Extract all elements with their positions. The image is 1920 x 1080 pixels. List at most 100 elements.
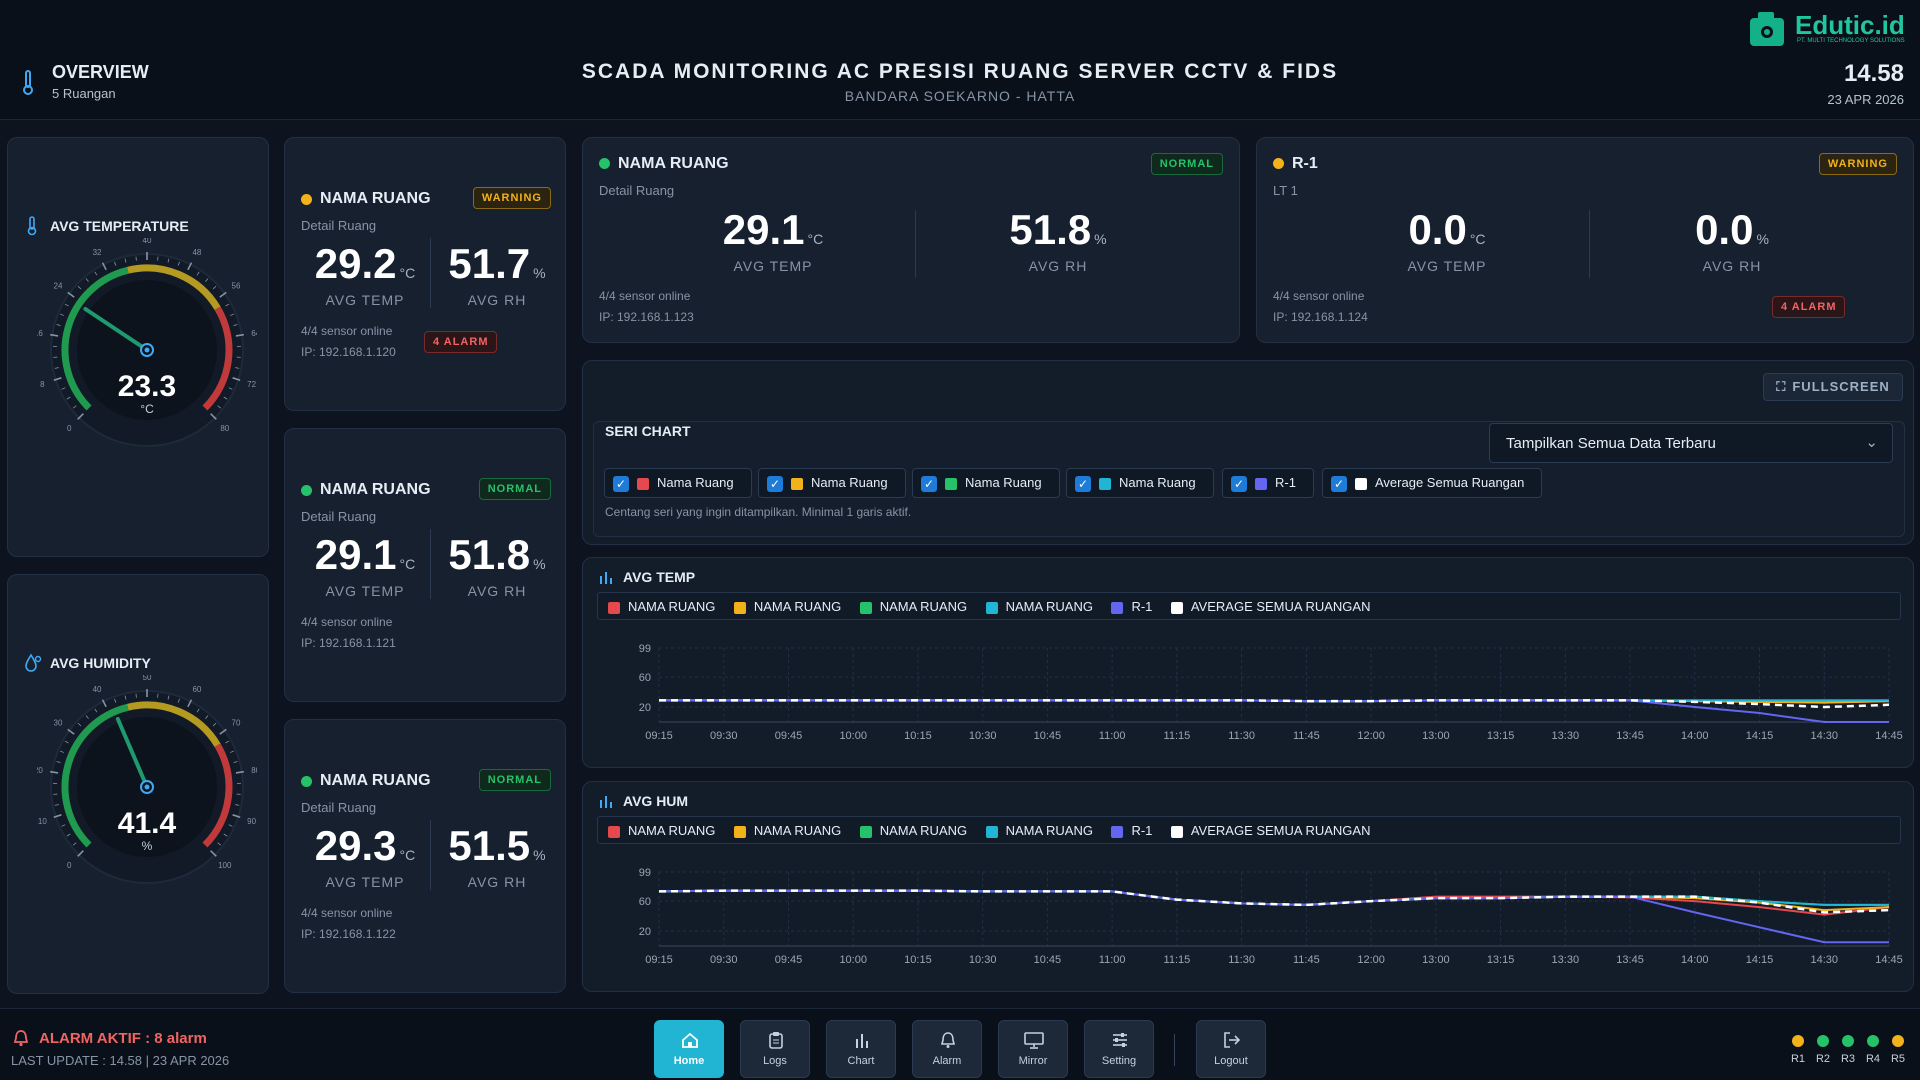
ip-address: IP: 192.168.1.122	[301, 927, 396, 941]
nav-chart-button[interactable]: Chart	[826, 1020, 896, 1078]
room-card[interactable]: NAMA RUANG WARNING Detail Ruang 29.2 °C A…	[284, 137, 566, 411]
x-tick-label: 10:00	[839, 954, 867, 966]
legend-swatch	[733, 825, 746, 838]
gauge-tick	[225, 740, 230, 744]
gauge-value: 41.4	[117, 807, 177, 840]
checkbox-checked-icon: ✓	[1331, 475, 1347, 492]
series-checkbox[interactable]: ✓ Average Semua Ruangan	[1322, 468, 1542, 498]
gauge-tick	[167, 695, 170, 700]
legend-label: AVERAGE SEMUA RUANGAN	[1190, 823, 1371, 838]
legend-label: NAMA RUANG	[753, 823, 842, 838]
temp-unit: °C	[399, 556, 416, 572]
gauge-tick	[53, 814, 62, 819]
x-tick-label: 10:15	[904, 954, 932, 966]
thermometer-icon	[27, 216, 37, 236]
gauge-tick-label: 10	[38, 817, 47, 826]
divider	[1589, 210, 1590, 278]
gauge-tick	[196, 708, 200, 713]
gauge-tick-label: 90	[247, 817, 256, 826]
gauge-title: AVG HUMIDITY	[50, 655, 151, 671]
gauge-tick	[101, 699, 107, 708]
room-detail: Detail Ruang	[301, 800, 377, 815]
series-checkbox[interactable]: ✓ Nama Ruang	[1066, 468, 1214, 498]
alarm-badge[interactable]: 4 ALARM	[1772, 296, 1846, 318]
nav-setting-button[interactable]: Setting	[1084, 1020, 1154, 1078]
legend-swatch	[1111, 825, 1124, 838]
room-name: NAMA RUANG	[320, 481, 431, 498]
x-tick-label: 14:00	[1681, 730, 1709, 742]
avg-hum-chart-card: AVG HUM NAMA RUANG NAMA RUANG NAMA RUANG…	[582, 781, 1914, 992]
y-tick-label: 99	[639, 643, 651, 655]
x-tick-label: 13:00	[1422, 730, 1450, 742]
gauge-zone-red	[202, 306, 233, 411]
x-tick-label: 10:45	[1034, 954, 1062, 966]
series-checkbox[interactable]: ✓ Nama Ruang	[758, 468, 906, 498]
gauge-tick	[177, 698, 180, 703]
last-update-text: LAST UPDATE : 14.58 | 23 APR 2026	[11, 1053, 230, 1068]
chart-title: AVG TEMP	[623, 569, 696, 585]
gauge-unit: %	[141, 839, 153, 853]
nav-logout-button[interactable]: Logout	[1196, 1020, 1266, 1078]
series-checkbox[interactable]: ✓ Nama Ruang	[912, 468, 1060, 498]
brand-tagline: PT. MULTI TECHNOLOGY SOLUTIONS	[1797, 38, 1905, 44]
legend-swatch	[1170, 601, 1183, 614]
home-icon	[682, 1032, 698, 1048]
avg-temp-chart-card: AVG TEMP NAMA RUANG NAMA RUANG NAMA RUAN…	[582, 557, 1914, 768]
gauge-tick-label: 40	[93, 685, 102, 694]
bar-chart-icon	[600, 572, 612, 584]
avg-hum-line-chart[interactable]: 99 60 20 09:15 09:30 09:45 10:00 10:15 10:30 10:4…	[583, 852, 1915, 992]
sensor-status: 4/4 sensor online	[301, 324, 393, 338]
room-card[interactable]: NAMA RUANG NORMAL Detail Ruang 29.3 °C AV…	[284, 719, 566, 993]
gauge-unit: °C	[140, 402, 154, 416]
legend-swatch	[733, 601, 746, 614]
nav-logs-button[interactable]: Logs	[740, 1020, 810, 1078]
logout-icon	[1224, 1032, 1241, 1048]
sensor-status: 4/4 sensor online	[301, 906, 393, 920]
divider	[915, 210, 916, 278]
fullscreen-button[interactable]: ⛶ FULLSCREEN	[1763, 373, 1903, 401]
color-swatch	[1099, 477, 1111, 490]
nav-alarm-button[interactable]: Alarm	[912, 1020, 982, 1078]
legend-swatch	[859, 825, 872, 838]
gauge-tick-label: 30	[54, 718, 63, 727]
seri-hint: Centang seri yang ingin ditampilkan. Min…	[605, 505, 912, 519]
gauge-tick-label: 48	[192, 248, 201, 257]
data-range-dropdown[interactable]: Tampilkan Semua Data Terbaru ⌄	[1489, 423, 1893, 463]
room-card[interactable]: NAMA RUANG NORMAL Detail Ruang 29.1 °C AV…	[284, 428, 566, 702]
gauge-tick	[223, 396, 228, 400]
nav-home-button[interactable]: Home	[654, 1020, 724, 1078]
gauge-tick-label: 80	[220, 424, 229, 433]
x-tick-label: 09:30	[710, 730, 738, 742]
rh-value: 0.0	[1695, 206, 1754, 253]
legend-swatch	[985, 601, 998, 614]
gauge-tick	[217, 405, 222, 409]
sensor-status: 4/4 sensor online	[1273, 289, 1365, 303]
legend-swatch	[1170, 825, 1183, 838]
legend-label: NAMA RUANG	[1005, 823, 1093, 838]
x-tick-label: 14:15	[1746, 954, 1774, 966]
gauge-tick	[54, 367, 59, 369]
avg-temp-line-chart[interactable]: 99 60 20 09:15 09:30 09:45 10:00 10:15 10:30 10:4…	[583, 628, 1915, 768]
temp-label: AVG TEMP	[1407, 258, 1487, 274]
series-checkbox[interactable]: ✓ R-1	[1222, 468, 1314, 498]
room-detail: Detail Ruang	[301, 218, 377, 233]
alarm-badge[interactable]: 4 ALARM	[424, 331, 498, 353]
alarm-active-text[interactable]: ALARM AKTIF : 8 alarm	[39, 1030, 207, 1047]
gauge-tick	[61, 387, 66, 390]
rh-unit: %	[533, 847, 546, 863]
room-status-label: R5	[1890, 1053, 1906, 1065]
gauge-tick	[64, 740, 69, 744]
gauge-tick	[56, 324, 61, 326]
gauge-tick	[72, 842, 77, 846]
gauge-value: 23.3	[117, 370, 177, 403]
color-swatch	[791, 477, 803, 490]
status-badge: NORMAL	[1150, 153, 1223, 175]
nav-mirror-button[interactable]: Mirror	[998, 1020, 1068, 1078]
room-card[interactable]: R-1 WARNING LT 1 0.0 °C AVG TEMP 0.0% AVG…	[1256, 137, 1914, 343]
series-checkbox[interactable]: ✓ Nama Ruang	[604, 468, 752, 498]
room-status-dot	[1842, 1035, 1854, 1047]
series-line	[658, 889, 1890, 914]
gauge-needle-center	[144, 347, 150, 353]
room-card[interactable]: NAMA RUANG NORMAL Detail Ruang 29.1 °C AV…	[582, 137, 1240, 343]
x-tick-label: 11:15	[1164, 730, 1191, 742]
